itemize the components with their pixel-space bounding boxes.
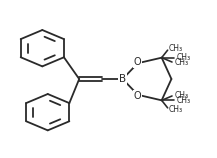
Text: CH₃: CH₃ [176,53,190,62]
Text: CH₃: CH₃ [176,96,190,105]
Text: CH₃: CH₃ [174,58,188,67]
Text: O: O [134,91,142,101]
Text: CH₃: CH₃ [169,105,183,114]
Text: O: O [134,57,142,67]
Text: CH₃: CH₃ [174,91,188,100]
Text: CH₃: CH₃ [169,44,183,53]
Text: B: B [119,74,126,84]
